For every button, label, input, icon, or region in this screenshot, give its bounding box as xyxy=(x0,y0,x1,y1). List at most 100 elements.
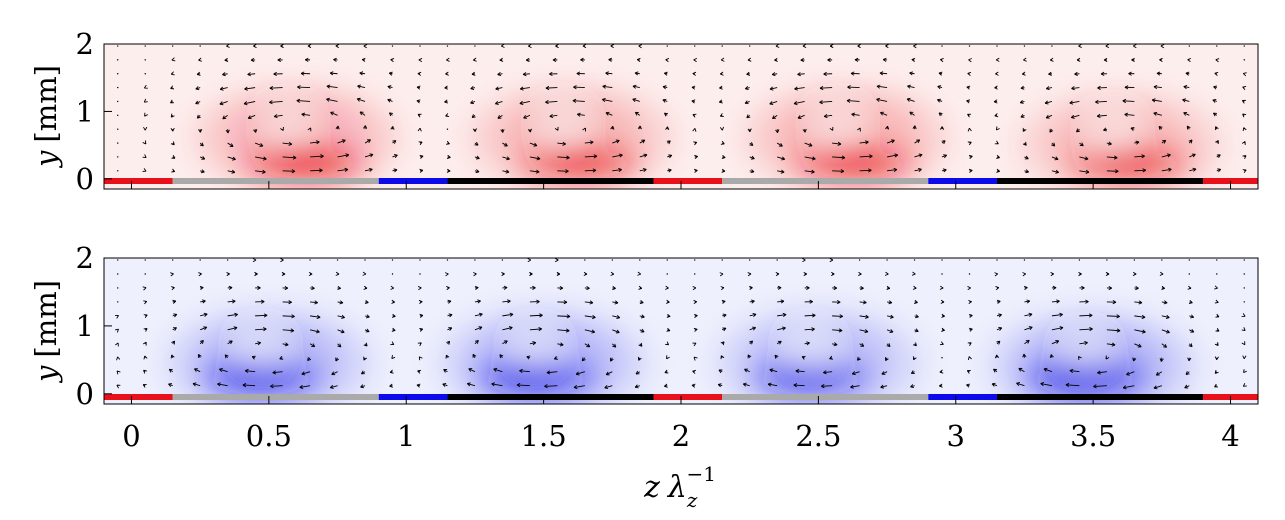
vector-dot xyxy=(666,259,668,261)
velocity-vector xyxy=(359,111,366,116)
vector-head xyxy=(1043,367,1048,372)
velocity-vector xyxy=(906,98,915,102)
velocity-vector xyxy=(520,87,530,90)
velocity-vector xyxy=(605,371,613,376)
vector-head xyxy=(580,57,584,62)
vector-head xyxy=(292,155,297,160)
vector-head xyxy=(1242,86,1247,90)
velocity-vector xyxy=(777,327,786,331)
vector-head xyxy=(778,142,783,147)
vector-head xyxy=(259,143,264,147)
vector-head xyxy=(1122,385,1127,390)
vector-head xyxy=(886,343,891,348)
vector-head xyxy=(906,97,911,102)
vector-head xyxy=(533,142,538,147)
vector-head xyxy=(851,371,856,376)
vector-head xyxy=(523,114,528,119)
vector-dot xyxy=(309,259,311,261)
vector-head xyxy=(1190,314,1195,319)
vector-head xyxy=(1141,154,1145,159)
vector-head xyxy=(664,112,668,117)
vector-head xyxy=(581,357,586,362)
vector-head xyxy=(636,57,641,62)
vector-head xyxy=(802,44,807,49)
velocity-vector xyxy=(639,154,648,158)
vector-head xyxy=(168,368,173,373)
vector-head xyxy=(527,258,532,263)
vector-head xyxy=(880,111,884,116)
velocity-vector xyxy=(1134,155,1145,158)
velocity-vector xyxy=(274,114,283,117)
velocity-vector xyxy=(516,384,530,387)
vector-head xyxy=(316,329,320,334)
vector-head xyxy=(802,258,806,263)
vector-head xyxy=(277,57,282,63)
vector-dot xyxy=(913,259,916,261)
vector-head xyxy=(1242,72,1247,77)
vector-head xyxy=(829,258,834,263)
velocity-vector xyxy=(859,155,873,158)
vector-head xyxy=(742,382,747,387)
vector-head xyxy=(363,356,368,361)
bottom-y-axis-label: y[mm] xyxy=(29,280,63,384)
vector-dot xyxy=(776,259,778,261)
velocity-vector xyxy=(493,368,503,373)
vector-head xyxy=(301,371,306,376)
vector-dot xyxy=(391,45,394,47)
vector-head xyxy=(228,285,233,290)
velocity-vector xyxy=(282,156,297,159)
velocity-vector xyxy=(1183,112,1190,116)
vector-dot xyxy=(144,73,146,75)
vector-head xyxy=(339,300,344,305)
vector-dot xyxy=(1243,59,1245,61)
velocity-vector xyxy=(270,385,283,387)
vector-head xyxy=(1076,57,1081,62)
vector-head xyxy=(718,99,723,104)
field-blob-core-inner xyxy=(222,370,289,390)
vector-head xyxy=(967,71,972,76)
vector-head xyxy=(1131,57,1135,62)
vector-head xyxy=(196,114,201,119)
vector-head xyxy=(203,326,208,331)
vector-head xyxy=(170,113,175,118)
vector-head xyxy=(170,141,175,146)
velocity-vector xyxy=(914,139,921,144)
vector-head xyxy=(795,369,800,374)
vector-head xyxy=(582,127,587,132)
vector-head xyxy=(365,328,370,333)
vector-head xyxy=(827,57,831,63)
vector-head xyxy=(769,101,774,106)
vector-head xyxy=(501,271,505,277)
bottom-y-ticks: 0 1 2 xyxy=(76,241,112,411)
vector-head xyxy=(1183,85,1188,90)
vector-head xyxy=(914,299,918,304)
vector-head xyxy=(389,383,393,388)
vector-head xyxy=(1153,84,1158,90)
vector-head xyxy=(369,153,374,158)
velocity-vector xyxy=(605,112,613,116)
vector-head xyxy=(391,327,396,332)
vector-head xyxy=(500,129,505,133)
vector-head xyxy=(693,141,698,146)
vector-head xyxy=(1141,329,1146,334)
vector-head xyxy=(532,341,537,346)
vector-head xyxy=(937,98,941,103)
vector-head xyxy=(605,111,610,116)
vector-head xyxy=(884,271,889,276)
vector-head xyxy=(889,314,894,319)
vector-head xyxy=(520,86,524,91)
vector-head xyxy=(941,327,945,332)
vector-head xyxy=(390,58,395,63)
velocity-vector xyxy=(1106,329,1121,332)
vector-head xyxy=(217,382,221,387)
vector-head xyxy=(143,126,148,131)
velocity-vector xyxy=(886,139,895,144)
vector-head xyxy=(243,101,248,106)
velocity-vector xyxy=(1079,170,1090,173)
vector-head xyxy=(830,271,835,277)
velocity-vector xyxy=(1097,114,1107,117)
velocity-vector xyxy=(1106,343,1116,346)
velocity-vector xyxy=(227,300,236,303)
field-blob-core-inner xyxy=(1101,155,1168,175)
vector-head xyxy=(829,355,834,360)
